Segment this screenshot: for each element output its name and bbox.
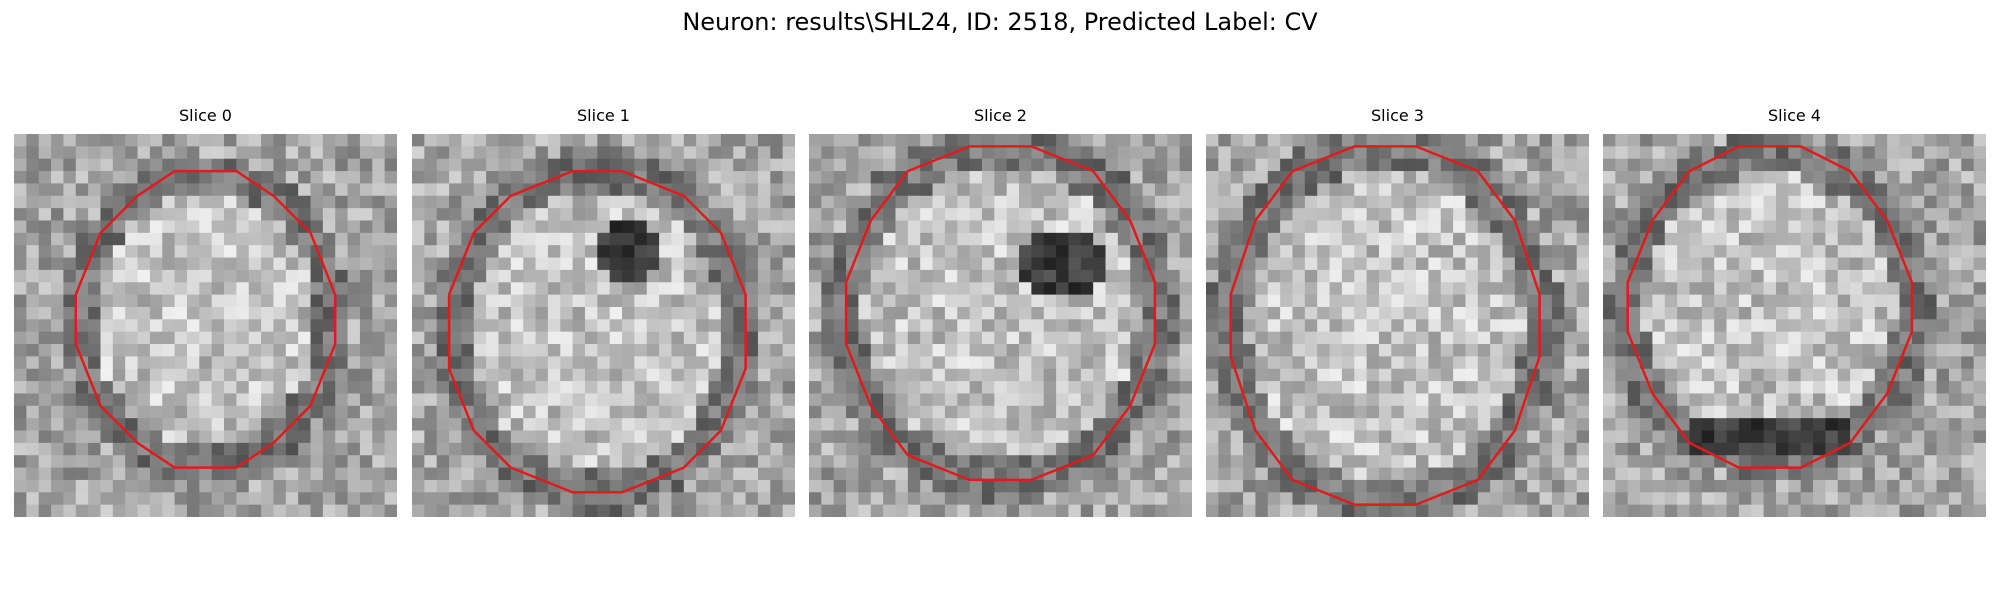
cell-contour: [1229, 145, 1541, 506]
slice-image-0: [14, 134, 397, 517]
slice-panel-1: Slice 1: [412, 106, 795, 517]
slice-image-1: [412, 134, 795, 517]
cell-contour: [74, 169, 337, 469]
figure-title: Neuron: results\SHL24, ID: 2518, Predict…: [682, 8, 1318, 36]
slice-title-1: Slice 1: [577, 106, 630, 125]
slice-title-2: Slice 2: [974, 106, 1027, 125]
slice-image-4: [1603, 134, 1986, 517]
slice-title-3: Slice 3: [1371, 106, 1424, 125]
slice-panel-0: Slice 0: [14, 106, 397, 517]
cell-contour: [844, 145, 1157, 482]
slice-title-4: Slice 4: [1768, 106, 1821, 125]
slice-image-2: [809, 134, 1192, 517]
cell-contour: [447, 169, 747, 494]
slice-panel-3: Slice 3: [1206, 106, 1589, 517]
cell-contour: [1626, 145, 1914, 469]
slice-title-0: Slice 0: [179, 106, 232, 125]
slice-panel-4: Slice 4: [1603, 106, 1986, 517]
slice-image-3: [1206, 134, 1589, 517]
slice-panel-2: Slice 2: [809, 106, 1192, 517]
